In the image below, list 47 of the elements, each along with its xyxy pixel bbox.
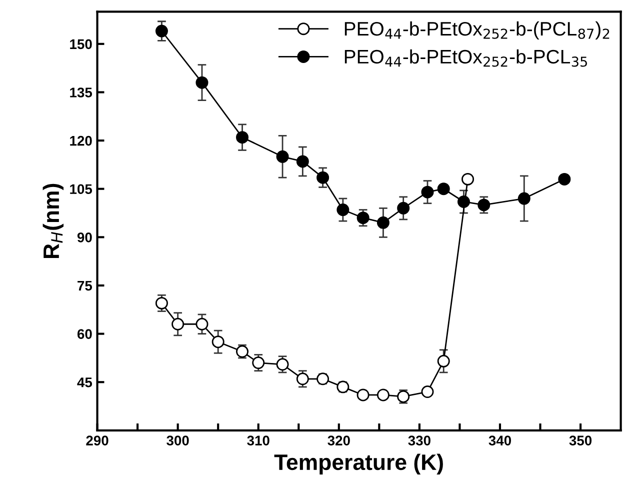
- point: [196, 76, 208, 89]
- point: [316, 171, 330, 184]
- point: [252, 356, 265, 370]
- point: [462, 172, 474, 186]
- y-tick-label: 105: [70, 184, 92, 194]
- point: [336, 204, 350, 216]
- point: [276, 150, 289, 163]
- x-tick-label: 350: [569, 436, 592, 446]
- x-tick-label: 300: [166, 436, 189, 446]
- point: [518, 192, 530, 205]
- point: [296, 155, 309, 168]
- legend-label: PEO$_{44}$-b-PEtOx$_{252}$-b-PCL$_{35}$: [344, 49, 587, 67]
- point: [457, 195, 470, 208]
- point: [236, 131, 249, 144]
- y-tick-label: 135: [70, 88, 92, 98]
- y-tick-label: 150: [70, 39, 92, 50]
- y-tick-label: 45: [77, 378, 92, 388]
- point: [437, 354, 450, 368]
- point: [155, 296, 168, 310]
- x-axis-title: Temperature (K): [274, 454, 443, 474]
- point: [296, 372, 309, 386]
- point: [437, 182, 450, 196]
- point: [421, 386, 434, 398]
- x-tick-label: 340: [488, 436, 512, 446]
- y-tick-label: 60: [77, 329, 92, 339]
- x-tick-label: 310: [247, 436, 270, 446]
- point: [276, 358, 289, 371]
- point: [212, 336, 224, 348]
- y-tick-label: 120: [70, 136, 92, 146]
- y-axis-title: R$_{H}$(nm): [42, 184, 64, 258]
- x-tick-label: 290: [86, 436, 108, 446]
- point: [376, 388, 390, 402]
- legend-label: PEO$_{44}$-b-PEtOx$_{252}$-b-(PCL$_{87}$)$_{2}$: [344, 21, 610, 40]
- y-tick-label: 90: [77, 232, 92, 242]
- point: [397, 202, 410, 214]
- point: [356, 212, 370, 224]
- point: [421, 186, 434, 198]
- point: [356, 388, 370, 402]
- point: [558, 172, 571, 186]
- point: [196, 318, 208, 330]
- x-tick-label: 320: [328, 436, 350, 446]
- y-tick-label: 75: [78, 280, 92, 291]
- point: [172, 318, 184, 330]
- point: [478, 198, 490, 212]
- point: [376, 216, 390, 229]
- x-tick-label: 330: [408, 436, 430, 446]
- point: [155, 24, 168, 38]
